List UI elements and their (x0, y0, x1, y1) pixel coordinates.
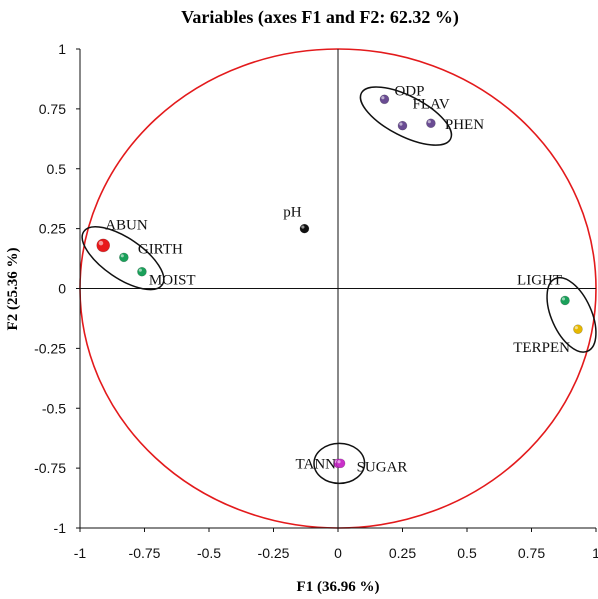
point-highlight-moist (138, 268, 142, 272)
point-odp (379, 94, 390, 105)
y-tick-label: -1 (54, 520, 67, 536)
x-tick-label: -0.75 (129, 545, 161, 561)
x-tick-label: -0.25 (258, 545, 290, 561)
point-ph (299, 223, 310, 234)
point-label-abun: ABUN (105, 217, 148, 233)
x-tick-label: -0.5 (197, 545, 221, 561)
y-tick-label: 0.5 (47, 161, 67, 177)
point-phen (426, 118, 436, 129)
group-ellipse (313, 442, 366, 485)
point-sugar (335, 458, 346, 469)
point-highlight-terpen (574, 326, 578, 330)
plot-area: -1 -0.75 -0.5 -0.25 0 0.25 0.5 0.75 1 1 0.75 0.5 0.2… (34, 41, 598, 561)
point-label-phen: PHEN (445, 117, 484, 133)
point-highlight-flav (399, 122, 403, 126)
point-moist (137, 266, 147, 277)
point-light (560, 295, 570, 306)
x-tick-label: 0.5 (457, 545, 477, 561)
x-tick-label: 0.25 (389, 545, 416, 561)
y-tick-label: 0 (58, 281, 66, 297)
group-ellipse (81, 226, 165, 291)
y-tick-label: 0.75 (39, 101, 66, 117)
y-tick-label: -0.5 (42, 400, 66, 416)
point-highlight-sugar (337, 460, 341, 464)
point-label-terpen: TERPEN (513, 340, 570, 356)
point-label-ph: pH (283, 205, 302, 221)
x-axis-title: F1 (36.96 %) (297, 579, 380, 595)
point-flav (397, 120, 408, 131)
point-label-odp: ODP (394, 83, 424, 99)
point-highlight-ph (301, 225, 305, 229)
y-axis-title: F2 (25.36 %) (5, 248, 21, 331)
point-label-girth: GIRTH (138, 241, 183, 257)
x-tick-label: 0.75 (518, 545, 545, 561)
y-tick-label: 0.25 (39, 221, 66, 237)
point-abun (96, 238, 111, 253)
point-terpen (573, 324, 583, 335)
point-highlight-odp (381, 96, 385, 100)
point-label-flav: FLAV (413, 97, 450, 113)
point-label-moist: MOIST (149, 273, 196, 289)
point-girth (119, 252, 129, 263)
point-highlight-light (561, 297, 566, 301)
x-tick-label: 0 (334, 545, 342, 561)
point-highlight-abun (98, 240, 104, 246)
y-tick-label: -0.75 (34, 460, 66, 476)
point-highlight-girth (120, 254, 124, 258)
group-ellipse (546, 276, 597, 353)
x-tick-label: 1 (592, 545, 598, 561)
point-label-tann: TANN (296, 456, 337, 472)
point-highlight-phen (427, 120, 431, 124)
chart-title: Variables (axes F1 and F2: 62.32 %) (181, 7, 459, 28)
y-tick-label: -0.25 (34, 340, 66, 356)
x-tick-label: -1 (74, 545, 87, 561)
y-tick-label: 1 (58, 41, 66, 57)
group-ellipse (359, 86, 453, 146)
point-label-light: LIGHT (517, 272, 562, 288)
point-label-sugar: SUGAR (357, 459, 408, 475)
